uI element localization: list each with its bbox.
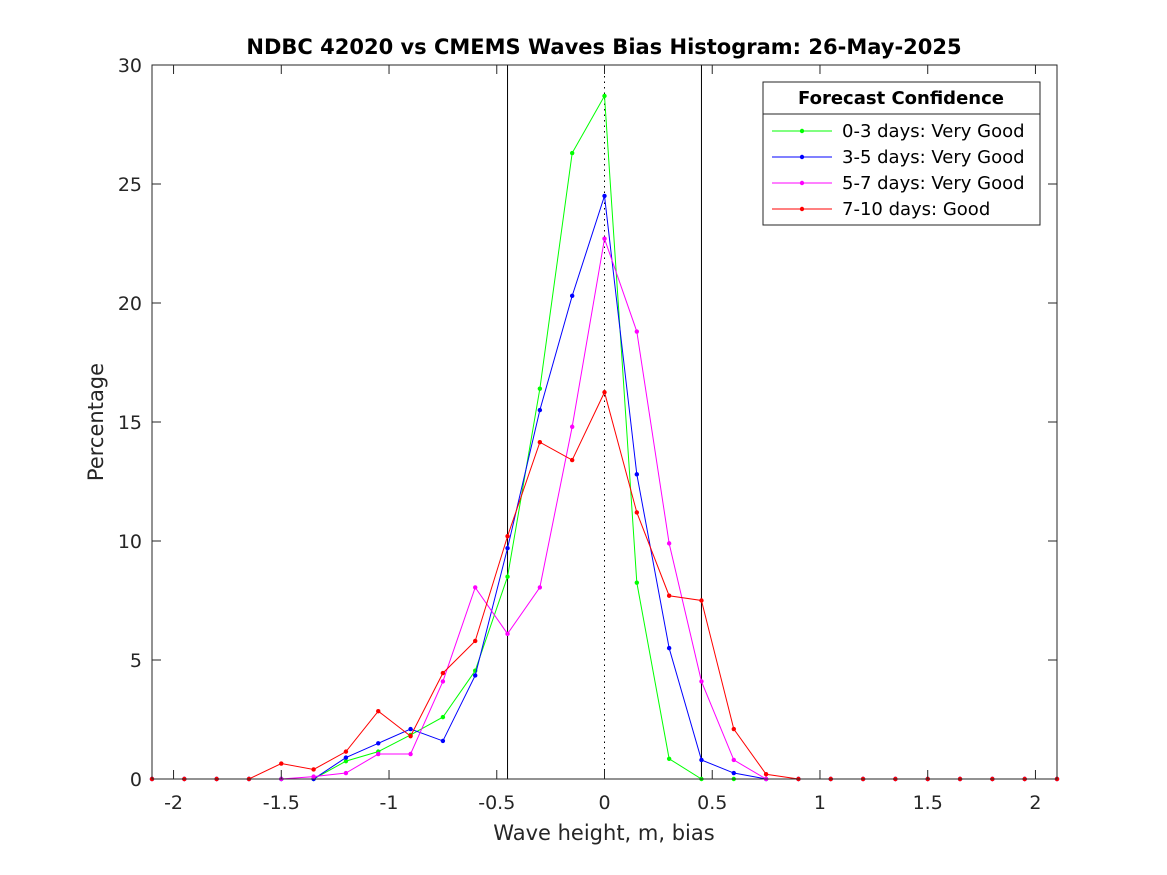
data-point: [731, 726, 736, 732]
legend-title: Forecast Confidence: [798, 88, 1004, 109]
data-point: [505, 545, 510, 551]
legend-label: 5-7 days: Very Good: [842, 173, 1025, 194]
data-point: [634, 472, 640, 477]
x-tick-label: 1: [814, 792, 826, 814]
data-point: [602, 236, 607, 241]
data-point: [408, 733, 413, 739]
data-point: [537, 440, 543, 445]
data-point: [343, 749, 349, 754]
x-tick-label: -2: [164, 792, 183, 814]
data-point: [569, 293, 575, 299]
data-point: [634, 329, 640, 334]
data-point: [505, 631, 510, 637]
x-tick-label: 0.5: [697, 792, 727, 814]
data-point: [602, 193, 607, 199]
legend-label: 3-5 days: Very Good: [842, 147, 1025, 168]
data-point: [440, 714, 446, 720]
data-point: [505, 574, 510, 579]
data-point: [473, 638, 478, 644]
data-point: [634, 580, 640, 585]
y-tick-label: 15: [118, 412, 142, 434]
data-point: [440, 738, 446, 744]
y-axis-label: Percentage: [84, 363, 108, 481]
chart-title: NDBC 42020 vs CMEMS Waves Bias Histogram…: [246, 35, 961, 59]
data-point: [376, 708, 381, 714]
legend-swatch-marker: [799, 180, 805, 186]
data-point: [343, 770, 349, 776]
data-point: [666, 541, 672, 546]
y-tick-label: 25: [118, 174, 142, 196]
legend-entry: 0-3 days: Very Good: [772, 121, 1025, 142]
data-point: [569, 150, 575, 156]
x-tick-label: 1.5: [913, 792, 943, 814]
x-tick-label: -1.5: [263, 792, 300, 814]
data-point: [666, 756, 672, 761]
legend-swatch-marker: [799, 128, 805, 134]
data-point: [666, 593, 672, 598]
legend-label: 0-3 days: Very Good: [842, 121, 1025, 142]
data-point: [311, 767, 316, 772]
data-point: [440, 670, 446, 676]
legend-swatch-marker: [799, 206, 805, 212]
legend-entries: 0-3 days: Very Good 3-5 days: Very Good 5-…: [772, 121, 1025, 220]
data-point: [473, 585, 478, 590]
data-point: [602, 93, 607, 99]
data-point: [634, 510, 640, 515]
x-axis: -2 -1.5 -1 -0.5 0 0.5 1 1.5 2: [164, 65, 1041, 814]
x-tick-label: -1: [380, 792, 399, 814]
y-tick-label: 5: [130, 650, 142, 672]
legend-entry: 7-10 days: Good: [772, 199, 990, 220]
data-point: [699, 598, 704, 603]
data-point: [537, 386, 543, 391]
data-point: [666, 645, 672, 651]
y-tick-label: 10: [118, 531, 142, 553]
legend-box: [762, 81, 1041, 226]
data-point: [537, 585, 543, 590]
data-point: [699, 679, 704, 684]
data-point: [440, 679, 446, 684]
data-point: [408, 751, 413, 757]
data-point: [602, 390, 607, 395]
x-tick-label: 0: [598, 792, 610, 814]
x-tick-label: 2: [1029, 792, 1041, 814]
data-point: [376, 741, 381, 746]
legend-entry: 5-7 days: Very Good: [772, 173, 1025, 194]
data-point: [569, 457, 575, 463]
data-point: [537, 407, 543, 413]
x-axis-label: Wave height, m, bias: [493, 821, 714, 845]
data-point: [279, 761, 284, 766]
data-point: [763, 772, 769, 777]
y-tick-label: 0: [130, 769, 142, 791]
data-point: [699, 757, 704, 763]
data-point: [731, 770, 736, 776]
legend-entry: 3-5 days: Very Good: [772, 147, 1025, 168]
data-point: [731, 757, 736, 763]
y-axis: 0 5 10 15 20 25 30: [118, 55, 1057, 791]
data-point: [343, 758, 349, 764]
data-point: [408, 726, 413, 732]
data-point: [311, 774, 316, 779]
x-tick-label: -0.5: [478, 792, 515, 814]
data-point: [505, 534, 510, 539]
data-point: [376, 751, 381, 757]
y-tick-label: 20: [118, 293, 142, 315]
reference-lines: [507, 65, 702, 779]
data-point: [343, 755, 349, 760]
legend-label: 7-10 days: Good: [842, 199, 990, 220]
y-tick-label: 30: [118, 55, 142, 77]
data-point: [569, 424, 575, 429]
legend-swatch-marker: [799, 154, 805, 160]
data-point: [473, 673, 478, 678]
legend: Forecast Confidence 0-3 days: Very Good 3…: [762, 81, 1041, 226]
